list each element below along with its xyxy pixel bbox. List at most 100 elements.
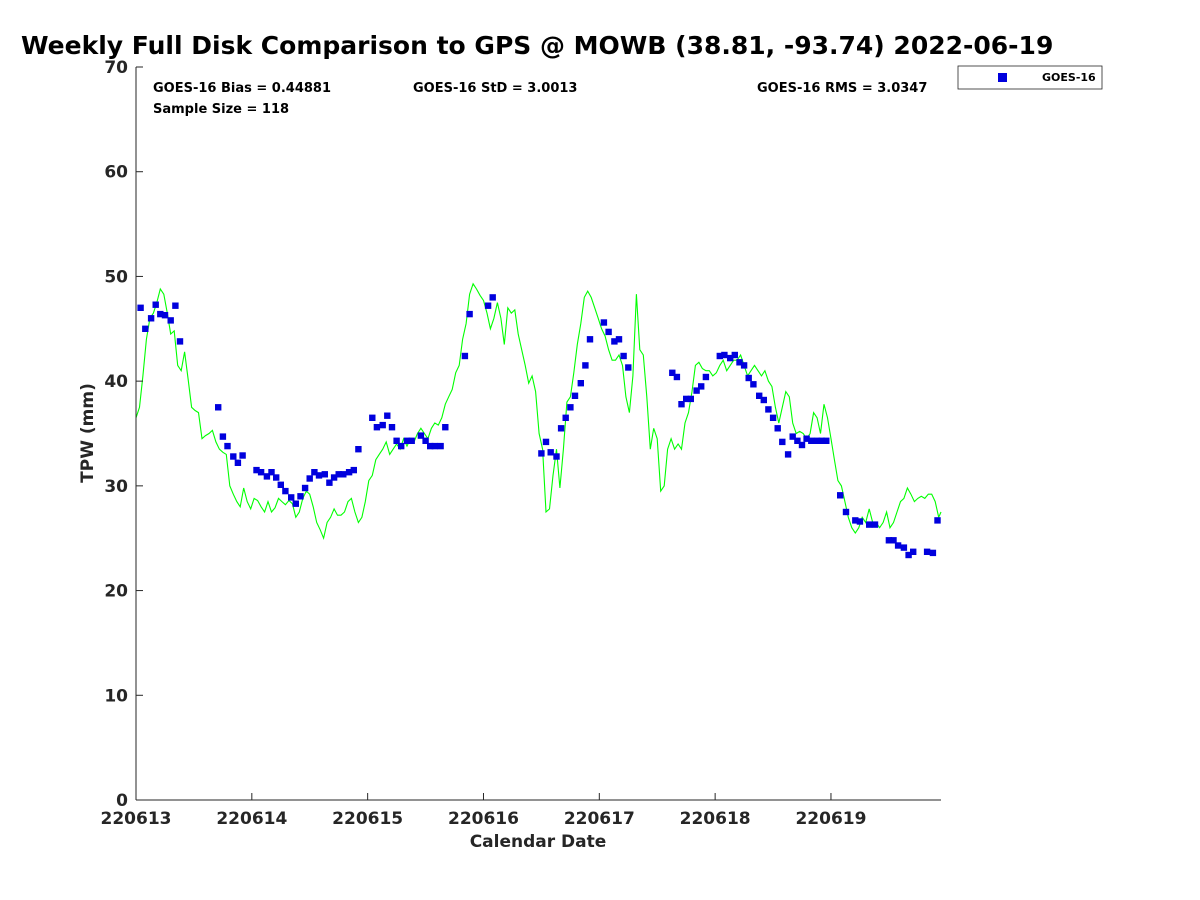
goes-16-point: [431, 442, 438, 450]
goes-16-point: [484, 302, 492, 309]
goes-16-point: [142, 325, 149, 332]
legend-box: [957, 65, 1103, 90]
goes-16-point: [427, 442, 434, 450]
goes-16-point: [900, 544, 908, 551]
goes-16-point: [355, 446, 362, 453]
goes-16-point: [161, 312, 169, 319]
goes-16-point: [798, 441, 806, 449]
goes-16-point: [890, 537, 897, 544]
goes-16-point: [489, 294, 496, 301]
goes-16-point: [553, 453, 560, 460]
goes-16-point: [224, 442, 231, 450]
goes-16-point: [403, 437, 411, 444]
sample-size-stat: Sample Size = 118: [153, 102, 289, 117]
goes-16-point: [345, 469, 353, 476]
goes-16-point: [582, 362, 589, 369]
goes-16-point: [808, 437, 815, 444]
goes-16-point: [577, 380, 584, 387]
goes-16-point: [562, 414, 569, 421]
y-tick-label: 0: [116, 791, 128, 811]
goes-16-point: [288, 494, 295, 501]
goes-16-point: [683, 395, 690, 403]
x-tick-label: 220618: [680, 809, 751, 829]
goes-16-point: [388, 424, 396, 431]
goes-16-series: [137, 294, 941, 559]
goes-16-point: [219, 433, 227, 440]
chart-title: Weekly Full Disk Comparison to GPS @ MOW…: [21, 31, 1053, 60]
goes-16-point: [740, 362, 748, 369]
y-tick-label: 70: [104, 58, 128, 78]
y-tick-label: 50: [104, 267, 128, 287]
goes-16-point: [263, 473, 271, 480]
bias-stat: GOES-16 Bias = 0.44881: [153, 81, 331, 96]
goes-16-point: [538, 450, 545, 457]
goes-16-point: [789, 433, 796, 440]
goes-16-point: [774, 425, 781, 432]
y-axis-label: TPW (mm): [78, 383, 98, 483]
goes-16-point: [750, 381, 757, 388]
goes-16-point: [716, 352, 723, 360]
goes-16-point: [669, 369, 676, 376]
goes-16-point: [268, 469, 275, 476]
goes-16-point: [234, 459, 242, 466]
goes-16-point: [837, 492, 844, 499]
goes-16-point: [615, 336, 623, 343]
goes-16-point: [557, 425, 565, 432]
goes-16-point: [147, 315, 155, 322]
plot-background: [136, 67, 941, 800]
x-tick-label: 220615: [332, 809, 403, 829]
goes-16-point: [620, 352, 627, 360]
goes-16-point: [137, 304, 144, 311]
goes-16-point: [856, 518, 864, 525]
goes-16-point: [745, 374, 752, 382]
rms-stat: GOES-16 RMS = 3.0347: [757, 81, 927, 96]
goes-16-point: [567, 404, 574, 411]
goes-16-point: [253, 466, 260, 474]
goes-16-point: [157, 310, 164, 318]
goes-16-point: [215, 404, 222, 411]
goes-16-point: [721, 351, 728, 359]
std-stat: GOES-16 StD = 3.0013: [413, 81, 577, 96]
plot-area: [135, 67, 942, 800]
y-axis-ticks: 0 10 20 30 40 50 60 70: [104, 58, 143, 811]
goes-16-point: [842, 508, 850, 516]
goes-16-point: [866, 521, 873, 528]
goes-16-point: [417, 432, 425, 439]
goes-16-point: [297, 493, 304, 500]
y-tick-label: 60: [104, 163, 128, 183]
goes-16-point: [760, 396, 767, 404]
goes-16-point: [379, 421, 386, 429]
goes-16-point: [934, 517, 941, 524]
goes-16-point: [794, 437, 801, 444]
goes-16-point: [152, 301, 159, 308]
goes-16-point: [818, 437, 825, 444]
goes-16-point: [605, 328, 612, 336]
goes-16-point: [871, 521, 879, 528]
goes-16-point: [306, 475, 313, 482]
goes-16-point: [731, 351, 738, 359]
goes-16-point: [422, 437, 429, 444]
goes-16-point: [398, 442, 405, 450]
goes-16-point: [340, 471, 347, 478]
goes-16-point: [756, 392, 763, 399]
goes-16-point: [542, 438, 550, 446]
goes-16-point: [311, 469, 318, 476]
goes-16-point: [282, 487, 289, 495]
goes-16-point: [571, 392, 579, 399]
goes-16-point: [461, 352, 469, 360]
goes-16-point: [687, 395, 694, 403]
goes-16-point: [408, 437, 415, 444]
goes-16-point: [611, 338, 618, 345]
legend-label-goes-16: GOES-16: [1042, 71, 1096, 84]
goes-16-point: [823, 437, 830, 444]
goes-16-point: [330, 474, 338, 481]
y-tick-label: 20: [104, 582, 128, 602]
goes-16-point: [326, 479, 333, 486]
y-tick-label: 30: [104, 477, 128, 497]
goes-16-point: [698, 383, 705, 390]
goes-16-point: [779, 438, 786, 446]
goes-16-point: [736, 359, 743, 366]
goes-16-point: [393, 437, 400, 444]
goes-16-point: [230, 453, 237, 460]
